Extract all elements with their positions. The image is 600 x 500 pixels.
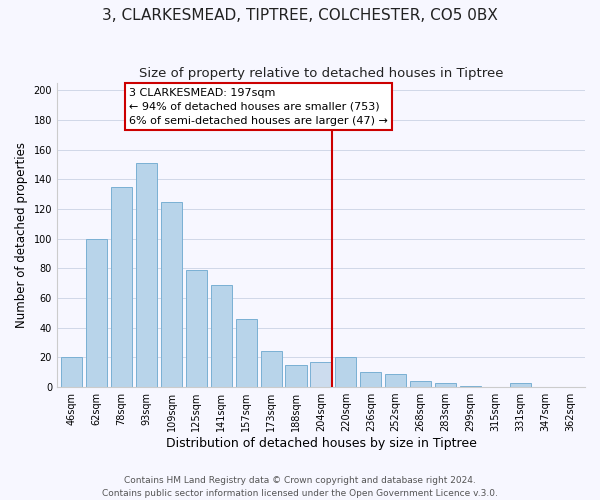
Text: 3 CLARKESMEAD: 197sqm
← 94% of detached houses are smaller (753)
6% of semi-deta: 3 CLARKESMEAD: 197sqm ← 94% of detached … [129, 88, 388, 126]
Bar [509, 382, 531, 387]
Bar [286, 365, 307, 387]
Bar [211, 285, 232, 387]
Text: 3, CLARKESMEAD, TIPTREE, COLCHESTER, CO5 0BX: 3, CLARKESMEAD, TIPTREE, COLCHESTER, CO5… [102, 8, 498, 22]
Bar [236, 319, 257, 387]
Bar [435, 382, 456, 387]
X-axis label: Distribution of detached houses by size in Tiptree: Distribution of detached houses by size … [166, 437, 476, 450]
Bar [385, 374, 406, 387]
Bar [161, 202, 182, 387]
Bar [111, 187, 132, 387]
Title: Size of property relative to detached houses in Tiptree: Size of property relative to detached ho… [139, 68, 503, 80]
Bar [186, 270, 207, 387]
Bar [136, 163, 157, 387]
Bar [410, 381, 431, 387]
Bar [360, 372, 382, 387]
Text: Contains HM Land Registry data © Crown copyright and database right 2024.
Contai: Contains HM Land Registry data © Crown c… [102, 476, 498, 498]
Bar [260, 352, 282, 387]
Bar [61, 358, 82, 387]
Bar [335, 358, 356, 387]
Bar [86, 239, 107, 387]
Bar [460, 386, 481, 387]
Bar [310, 362, 332, 387]
Y-axis label: Number of detached properties: Number of detached properties [15, 142, 28, 328]
